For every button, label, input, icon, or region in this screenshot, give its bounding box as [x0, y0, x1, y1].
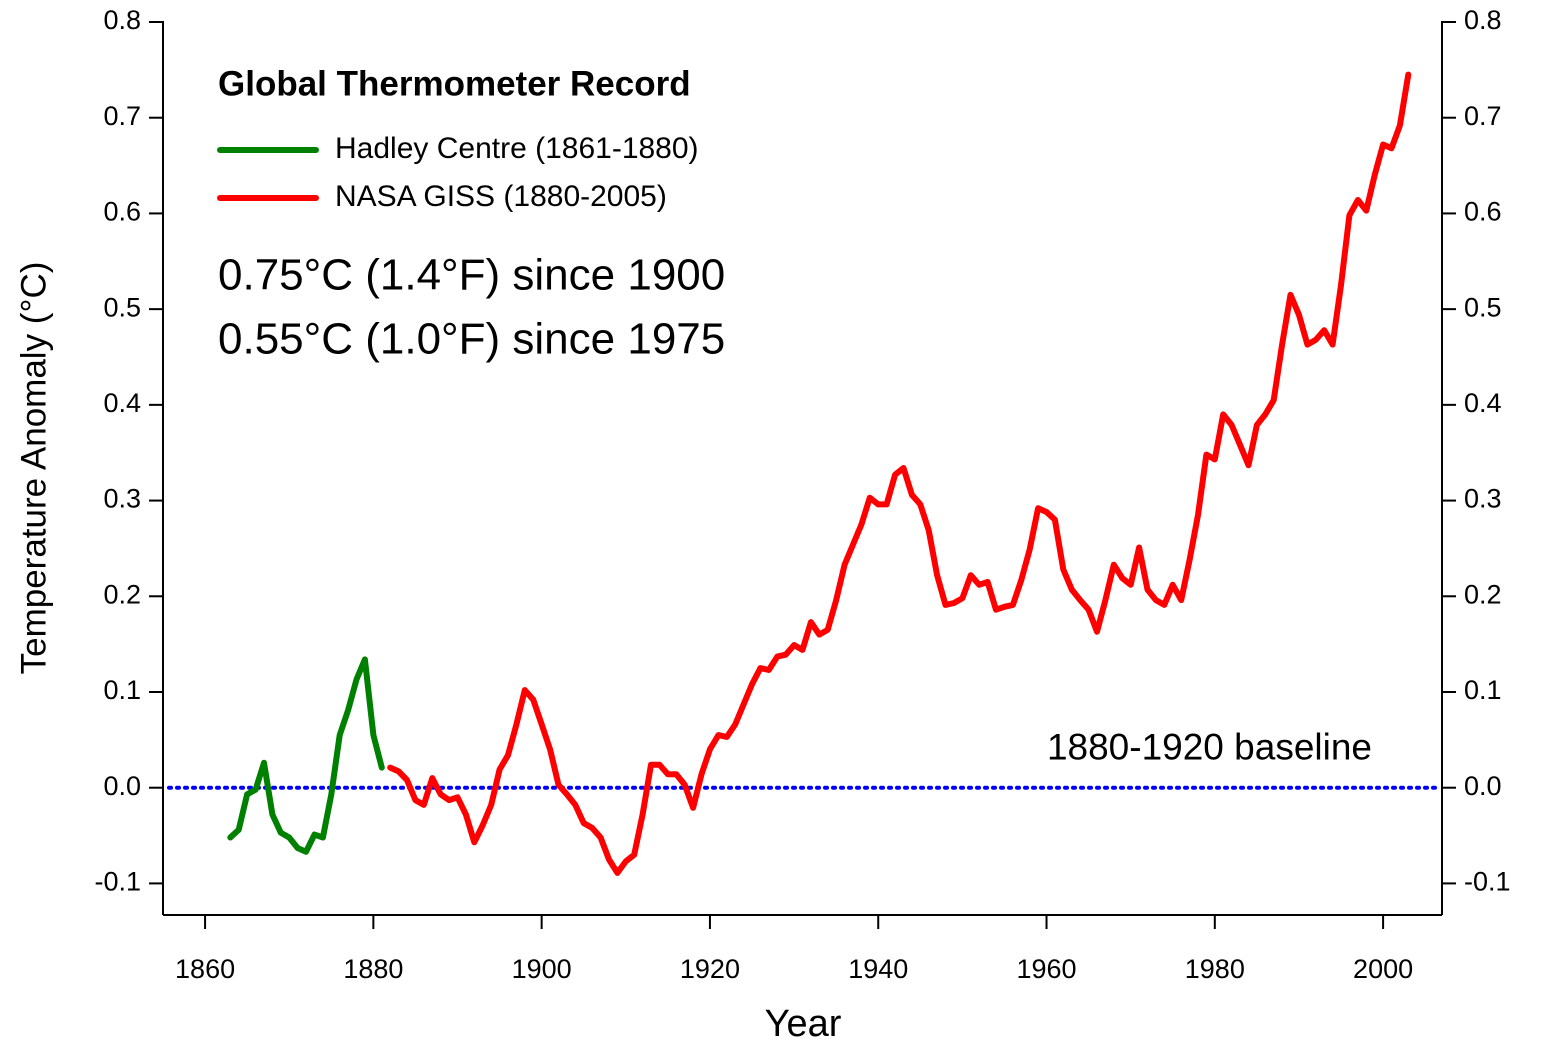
x-tick-label: 1900: [512, 954, 572, 984]
x-tick-label: 1880: [343, 954, 403, 984]
x-tick-label: 2000: [1353, 954, 1413, 984]
y-tick-label-right: 0.5: [1464, 292, 1502, 322]
y-tick-label: 0.5: [103, 292, 141, 322]
y-tick-label: 0.2: [103, 579, 141, 609]
data-line: [387, 71, 1412, 876]
y-axis-title: Temperature Anomaly (°C): [14, 262, 53, 675]
chart-title: Global Thermometer Record: [218, 64, 691, 103]
y-tick-label-right: 0.6: [1464, 197, 1502, 227]
x-tick-label: 1960: [1016, 954, 1076, 984]
x-tick-label: 1860: [175, 954, 235, 984]
annotation: 0.75°C (1.4°F) since 1900: [218, 251, 725, 300]
y-tick-label: 0.3: [103, 484, 141, 514]
x-tick-label: 1940: [848, 954, 908, 984]
annotation: 0.55°C (1.0°F) since 1975: [218, 315, 725, 364]
x-tick-label: 1980: [1185, 954, 1245, 984]
y-tick-label-right: 0.8: [1464, 5, 1502, 35]
legend-label: NASA GISS (1880-2005): [335, 180, 667, 213]
y-tick-label: 0.0: [103, 771, 141, 801]
y-tick-label: -0.1: [94, 867, 141, 897]
x-tick-label: 1920: [680, 954, 740, 984]
y-tick-label: 0.6: [103, 197, 141, 227]
data-line: [227, 656, 385, 855]
y-tick-label: 0.1: [103, 675, 141, 705]
y-tick-label-right: 0.2: [1464, 579, 1502, 609]
y-tick-label: 0.7: [103, 101, 141, 131]
y-tick-label-right: 0.4: [1464, 388, 1502, 418]
baseline-label: 1880-1920 baseline: [1047, 726, 1372, 767]
legend-label: Hadley Centre (1861-1880): [335, 132, 699, 165]
x-axis-title: Year: [765, 1003, 842, 1045]
y-tick-label-right: -0.1: [1464, 867, 1511, 897]
y-tick-label: 0.4: [103, 388, 141, 418]
y-tick-label: 0.8: [103, 5, 141, 35]
y-tick-label-right: 0.0: [1464, 771, 1502, 801]
y-tick-label-right: 0.1: [1464, 675, 1502, 705]
y-tick-label-right: 0.3: [1464, 484, 1502, 514]
y-tick-label-right: 0.7: [1464, 101, 1502, 131]
